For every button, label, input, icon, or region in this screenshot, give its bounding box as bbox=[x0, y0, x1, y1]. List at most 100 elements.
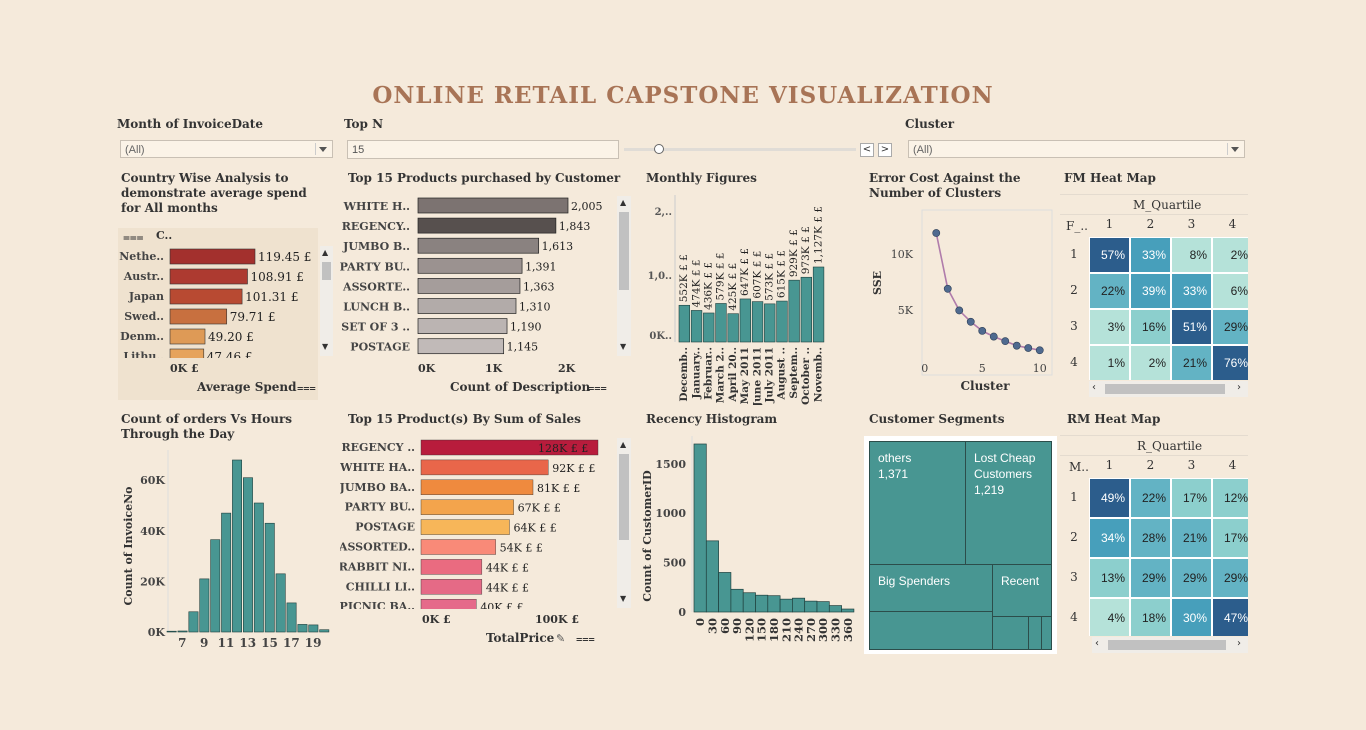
country-value-label: 108.91 £ bbox=[250, 270, 303, 284]
heatmap-cell[interactable]: 8% bbox=[1171, 237, 1212, 273]
scroll-down-icon[interactable]: ▼ bbox=[322, 342, 329, 351]
country-scroll-thumb[interactable] bbox=[322, 262, 331, 280]
fm-scroll-thumb[interactable] bbox=[1105, 384, 1225, 394]
segment-small-3[interactable] bbox=[1028, 616, 1042, 650]
heatmap-cell[interactable]: 21% bbox=[1171, 345, 1212, 380]
heatmap-cell[interactable]: 28% bbox=[1130, 518, 1171, 558]
topn-prev-button[interactable]: < bbox=[860, 143, 874, 157]
recency-x-tick: 30 bbox=[705, 618, 719, 634]
top15-sales-scroll-thumb[interactable] bbox=[619, 454, 629, 540]
heatmap-cell[interactable]: 6% bbox=[1212, 273, 1248, 309]
heatmap-cell[interactable]: 51% bbox=[1171, 309, 1212, 345]
sales-value-label: 40K £ £ bbox=[480, 601, 523, 609]
heatmap-cell[interactable]: 33% bbox=[1171, 273, 1212, 309]
monthly-value-label: 579K £ £ bbox=[715, 253, 727, 301]
scroll-right-icon[interactable]: › bbox=[1237, 382, 1241, 393]
product-bar bbox=[417, 278, 521, 294]
topn-next-button[interactable]: > bbox=[878, 143, 892, 157]
scroll-left-icon[interactable]: ‹ bbox=[1095, 638, 1099, 649]
elbow-point bbox=[1035, 346, 1044, 355]
product-label: SET OF 3 .. bbox=[341, 321, 410, 334]
fm-h-scrollbar[interactable]: ‹ › bbox=[1089, 381, 1248, 397]
sort-icon[interactable]: ⩶ bbox=[576, 632, 595, 645]
monthly-x-label: June 2011 bbox=[751, 347, 763, 405]
heatmap-cell[interactable]: 30% bbox=[1171, 598, 1212, 636]
heatmap-cell[interactable]: 29% bbox=[1171, 558, 1212, 598]
heatmap-cell[interactable]: 29% bbox=[1212, 309, 1248, 345]
segment-lost-cheap[interactable]: Lost Cheap Customers 1,219 bbox=[965, 441, 1052, 565]
heatmap-cell[interactable]: 57% bbox=[1089, 237, 1130, 273]
topn-slider-track[interactable] bbox=[624, 148, 856, 151]
month-filter-dropdown[interactable]: (All) bbox=[120, 140, 333, 158]
heatmap-cell[interactable]: 17% bbox=[1212, 518, 1248, 558]
scroll-up-icon[interactable]: ▲ bbox=[620, 198, 627, 207]
scroll-up-icon[interactable]: ▲ bbox=[322, 248, 329, 257]
country-column-header[interactable]: C.. bbox=[156, 229, 173, 242]
rm-scroll-thumb[interactable] bbox=[1108, 640, 1226, 650]
country-label: Denm.. bbox=[120, 330, 164, 343]
topn-slider-handle[interactable] bbox=[654, 144, 664, 154]
heatmap-cell[interactable]: 39% bbox=[1130, 273, 1171, 309]
segment-small-1[interactable] bbox=[869, 611, 993, 650]
heatmap-cell[interactable]: 34% bbox=[1089, 518, 1130, 558]
scroll-up-icon[interactable]: ▲ bbox=[620, 440, 627, 449]
pin-icon[interactable]: ✎ bbox=[556, 632, 566, 645]
heatmap-cell[interactable]: 17% bbox=[1171, 478, 1212, 518]
rm-h-scrollbar[interactable]: ‹ › bbox=[1092, 637, 1248, 653]
heatmap-cell[interactable]: 12% bbox=[1212, 478, 1248, 518]
sort-icon[interactable]: ⩶ bbox=[297, 381, 316, 394]
topn-input[interactable]: 15 bbox=[347, 140, 619, 159]
heatmap-cell[interactable]: 29% bbox=[1130, 558, 1171, 598]
heatmap-cell[interactable]: 4% bbox=[1089, 598, 1130, 636]
scroll-left-icon[interactable]: ‹ bbox=[1092, 382, 1096, 393]
heatmap-cell[interactable]: 22% bbox=[1130, 478, 1171, 518]
heatmap-cell[interactable]: 2% bbox=[1130, 345, 1171, 380]
scroll-right-icon[interactable]: › bbox=[1237, 638, 1241, 649]
sales-product-label: POSTAGE bbox=[355, 521, 415, 534]
segment-others[interactable]: others 1,371 bbox=[869, 441, 966, 565]
heatmap-row-header: 2 bbox=[1070, 283, 1078, 297]
segment-recent[interactable]: Recent bbox=[992, 564, 1052, 617]
top15-desc-scrollbar[interactable]: ▲ ▼ bbox=[617, 196, 631, 356]
heatmap-cell[interactable]: 2% bbox=[1212, 237, 1248, 273]
monthly-bar bbox=[703, 312, 715, 343]
segment-small-4[interactable] bbox=[1041, 616, 1052, 650]
country-scrollbar[interactable]: ▲ ▼ bbox=[320, 246, 333, 356]
sort-icon[interactable]: ⩶ bbox=[588, 381, 607, 394]
sort-icon[interactable]: ⩶ bbox=[123, 230, 144, 244]
heatmap-cell[interactable]: 1% bbox=[1089, 345, 1130, 380]
top15-sales-scrollbar[interactable]: ▲ ▼ bbox=[617, 438, 631, 608]
hours-x-tick: 7 bbox=[178, 636, 186, 650]
monthly-y-tick: 0K.. bbox=[649, 331, 672, 342]
country-value-label: 47.46 £ bbox=[207, 350, 253, 358]
scroll-down-icon[interactable]: ▼ bbox=[620, 342, 627, 351]
heatmap-cell[interactable]: 18% bbox=[1130, 598, 1171, 636]
heatmap-cell[interactable]: 22% bbox=[1089, 273, 1130, 309]
heatmap-cell[interactable]: 47% bbox=[1212, 598, 1248, 636]
product-value-label: 2,005 bbox=[571, 200, 603, 213]
elbow-x-label: Cluster bbox=[960, 379, 1010, 393]
cluster-filter-dropdown[interactable]: (All) bbox=[908, 140, 1245, 158]
monthly-x-label: May 2011 bbox=[739, 347, 751, 404]
heatmap-cell[interactable]: 13% bbox=[1089, 558, 1130, 598]
elbow-y-tick: 10K bbox=[891, 248, 914, 261]
country-axis-title: Average Spend bbox=[197, 380, 297, 394]
elbow-point bbox=[1012, 341, 1021, 350]
scroll-down-icon[interactable]: ▼ bbox=[620, 594, 627, 603]
top15-desc-scroll-thumb[interactable] bbox=[619, 212, 629, 290]
segment-small-2[interactable] bbox=[992, 616, 1029, 650]
heatmap-cell[interactable]: 76% bbox=[1212, 345, 1248, 380]
fm-heatmap-grid: 1 2 3 4 1 57% 33% 8% 2% 2 22% 39% 33% 6% 3 3% 16% 51% 29% 4… bbox=[1060, 215, 1248, 380]
heatmap-cell[interactable]: 33% bbox=[1130, 237, 1171, 273]
monthly-x-label: July 2011 bbox=[764, 347, 776, 404]
heatmap-col-header: 1 bbox=[1105, 458, 1114, 472]
monthly-bar bbox=[751, 301, 764, 343]
heatmap-cell[interactable]: 49% bbox=[1089, 478, 1130, 518]
hours-x-tick: 15 bbox=[261, 636, 278, 650]
heatmap-cell[interactable]: 29% bbox=[1212, 558, 1248, 598]
segment-big-spenders[interactable]: Big Spenders bbox=[869, 564, 993, 612]
heatmap-cell[interactable]: 3% bbox=[1089, 309, 1130, 345]
heatmap-cell[interactable]: 16% bbox=[1130, 309, 1171, 345]
heatmap-cell[interactable]: 21% bbox=[1171, 518, 1212, 558]
sales-product-label: REGENCY .. bbox=[342, 441, 415, 454]
